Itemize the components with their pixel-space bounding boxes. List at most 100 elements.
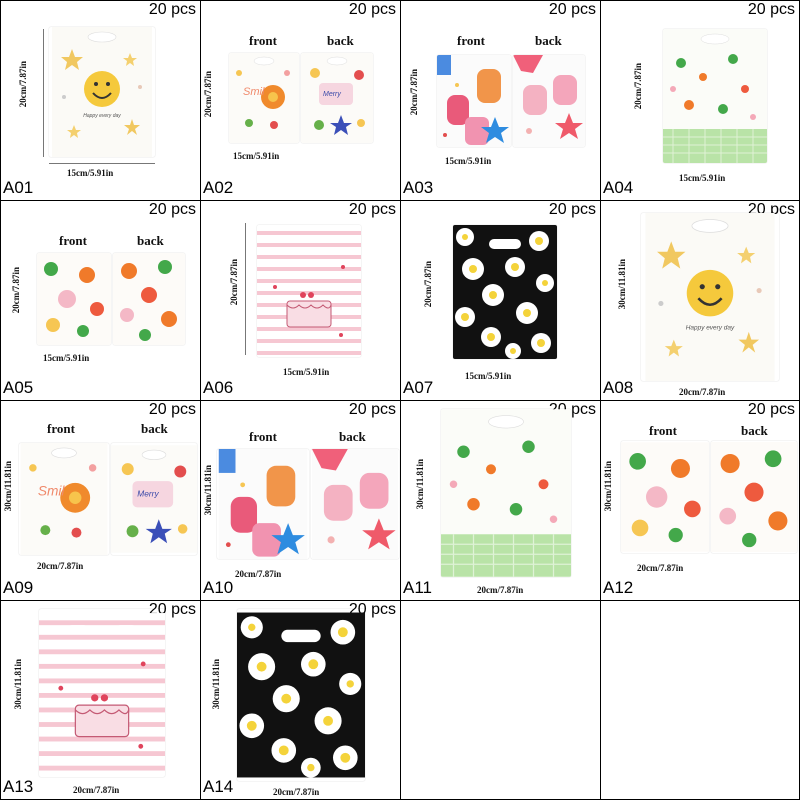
product-code: A02 xyxy=(203,178,234,197)
bag-back-image: Merry xyxy=(111,443,197,555)
product-cell-a06[interactable]: 20 pcs 20cm/7.87in 15cm/5.91in A06 xyxy=(200,200,401,401)
height-label: 30cm/11.81in xyxy=(3,461,13,512)
width-label: 20cm/7.87in xyxy=(73,785,120,795)
product-cell-a03[interactable]: 20 pcs front back 20cm/7.87in 15cm/5.91i… xyxy=(400,0,601,201)
quantity-label: 20 pcs xyxy=(747,401,795,418)
product-cell-a05[interactable]: 20 pcs front back 20cm/7.87in 15cm/5.91i… xyxy=(0,200,201,401)
product-code: A09 xyxy=(3,578,34,597)
product-cell-a08[interactable]: 20 pcs 30cm/11.81in Happy every day 20cm… xyxy=(600,200,800,401)
daisy-black-bag-illustration xyxy=(237,612,365,778)
front-label: front xyxy=(457,33,485,48)
product-cell-a02[interactable]: 20 pcs front back 20cm/7.87in Smil Merry… xyxy=(200,0,401,201)
svg-text:Merry: Merry xyxy=(137,489,159,499)
quantity-label: 20 pcs xyxy=(148,401,196,418)
product-cell-a04[interactable]: 20 pcs 20cm/7.87in 15cm/5.91in A04 xyxy=(600,0,800,201)
svg-text:Happy every day: Happy every day xyxy=(83,113,121,119)
product-code: A11 xyxy=(403,578,432,597)
quantity-label: 20 pcs xyxy=(548,201,596,218)
strawberry-jar-front-illustration xyxy=(437,55,511,147)
svg-text:Merry: Merry xyxy=(323,91,341,98)
product-cell-a01[interactable]: 20 pcs 20cm/7.87in Happy every day 15cm/… xyxy=(0,0,201,201)
height-label: 20cm/7.87in xyxy=(203,71,213,118)
width-label: 15cm/5.91in xyxy=(233,151,280,161)
product-code: A07 xyxy=(403,378,434,397)
svg-text:Happy every day: Happy every day xyxy=(686,324,735,331)
width-label: 20cm/7.87in xyxy=(679,387,726,397)
bag-image xyxy=(257,225,361,357)
product-cell-a10[interactable]: 20 pcs front back 30cm/11.81in 20cm/7.87… xyxy=(200,400,401,601)
bag-back-image xyxy=(311,449,399,559)
width-label: 15cm/5.91in xyxy=(679,173,726,183)
back-label: back xyxy=(137,233,164,248)
height-guide xyxy=(245,223,246,355)
product-code: A04 xyxy=(603,178,634,197)
pink-cake-bag-illustration xyxy=(39,613,165,773)
quantity-label: 20 pcs xyxy=(348,201,396,218)
smile-flower-back-illustration: Merry xyxy=(111,445,197,553)
front-label: front xyxy=(649,423,677,438)
bag-front-image xyxy=(621,441,709,553)
back-label: back xyxy=(535,33,562,48)
bag-image xyxy=(441,409,571,577)
front-label: front xyxy=(59,233,87,248)
quantity-label: 20 pcs xyxy=(148,201,196,218)
quantity-label: 20 pcs xyxy=(348,1,396,18)
bag-front-image xyxy=(37,253,111,345)
smile-flower-front-illustration: Smil xyxy=(229,53,299,143)
product-code: A06 xyxy=(203,378,234,397)
product-code: A10 xyxy=(203,578,234,597)
product-cell-a12[interactable]: 20 pcs front back 30cm/11.81in 20cm/7.87… xyxy=(600,400,800,601)
height-label: 30cm/11.81in xyxy=(415,459,425,510)
height-label: 20cm/7.87in xyxy=(11,267,21,314)
width-label: 15cm/5.91in xyxy=(465,371,512,381)
front-label: front xyxy=(249,33,277,48)
height-label: 20cm/7.87in xyxy=(423,261,433,308)
height-label: 20cm/7.87in xyxy=(409,69,419,116)
height-label: 20cm/7.87in xyxy=(633,63,643,110)
width-label: 20cm/7.87in xyxy=(37,561,84,571)
smiley-bag-illustration: Happy every day xyxy=(52,27,152,157)
bag-image: Happy every day xyxy=(641,213,779,381)
width-label: 20cm/7.87in xyxy=(273,787,320,797)
bag-image xyxy=(663,29,767,163)
smile-flower-back-illustration: Merry xyxy=(301,53,373,143)
width-label: 15cm/5.91in xyxy=(283,367,330,377)
green-floral-bag-illustration xyxy=(663,29,767,163)
width-label: 15cm/5.91in xyxy=(67,168,114,178)
back-label: back xyxy=(741,423,768,438)
flower-pattern-front-illustration xyxy=(37,253,111,345)
bag-front-image: Smil xyxy=(229,53,299,143)
product-cell-a14[interactable]: 20 pcs 30cm/11.81in 20cm/7.87in A14 xyxy=(200,600,401,800)
width-label: 20cm/7.87in xyxy=(637,563,684,573)
width-label: 15cm/5.91in xyxy=(445,156,492,166)
front-label: front xyxy=(47,421,75,436)
quantity-label: 20 pcs xyxy=(148,1,196,18)
bag-front-image: Smil xyxy=(19,443,109,555)
smiley-bag-illustration: Happy every day xyxy=(645,213,775,381)
flower-pattern-back-illustration xyxy=(113,253,185,345)
front-label: front xyxy=(249,429,277,444)
product-cell-a07[interactable]: 20 pcs 20cm/7.87in 15cm/5.91in A07 xyxy=(400,200,601,401)
height-label: 30cm/11.81in xyxy=(13,659,23,710)
strawberry-jar-front-illustration xyxy=(218,449,308,559)
bag-back-image xyxy=(113,253,185,345)
height-label: 30cm/11.81in xyxy=(603,461,613,512)
pink-cake-bag-illustration xyxy=(257,225,361,357)
daisy-black-bag-illustration xyxy=(453,225,557,359)
width-label: 15cm/5.91in xyxy=(43,353,90,363)
bag-image xyxy=(453,225,557,359)
bag-image: Happy every day xyxy=(49,27,155,157)
product-cell-a11[interactable]: 20 pcs 30cm/11.81in 20cm/7.87in A11 xyxy=(400,400,601,601)
smile-flower-front-illustration: Smil xyxy=(20,443,108,555)
height-label: 30cm/11.81in xyxy=(211,659,221,710)
height-guide xyxy=(43,29,44,157)
product-code: A12 xyxy=(603,578,634,597)
strawberry-jar-back-illustration xyxy=(513,55,585,147)
product-cell-a13[interactable]: 20 pcs 30cm/11.81in 20cm/7.87in A13 xyxy=(0,600,201,800)
bag-image xyxy=(39,609,165,777)
green-floral-bag-illustration xyxy=(441,409,571,577)
product-cell-a09[interactable]: 20 pcs front back 30cm/11.81in Smil Merr… xyxy=(0,400,201,601)
svg-text:Smil: Smil xyxy=(243,86,265,98)
quantity-label: 20 pcs xyxy=(747,1,795,18)
